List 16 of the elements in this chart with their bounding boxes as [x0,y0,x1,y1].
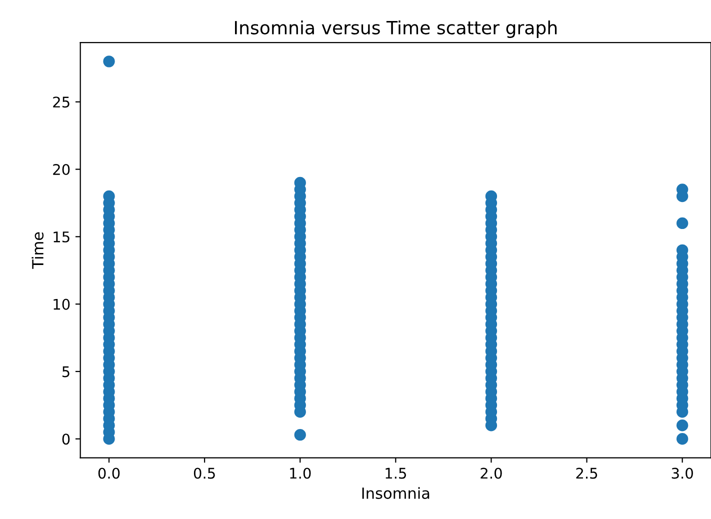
x-axis-title: Insomnia [362,487,430,499]
x-tick-label: 2.5 [576,468,598,479]
chart-title: Insomnia versus Time scatter graph [235,20,557,38]
x-tick-label: 0.5 [194,468,215,479]
y-axis-title: Time [32,232,44,269]
x-tick-label: 3.0 [672,468,693,479]
x-tick-label: 0.0 [98,468,120,479]
x-tick-label: 1.0 [290,468,311,479]
y-tick-label: 0 [62,434,70,445]
y-tick-label: 15 [54,232,70,242]
y-tick-label: 20 [53,164,70,176]
y-tick-label: 25 [53,96,70,108]
x-tick-label: 1.5 [386,468,406,479]
x-tick-label: 2.0 [480,468,502,479]
y-tick-label: 10 [54,298,70,310]
y-tick-label: 5 [62,366,70,378]
